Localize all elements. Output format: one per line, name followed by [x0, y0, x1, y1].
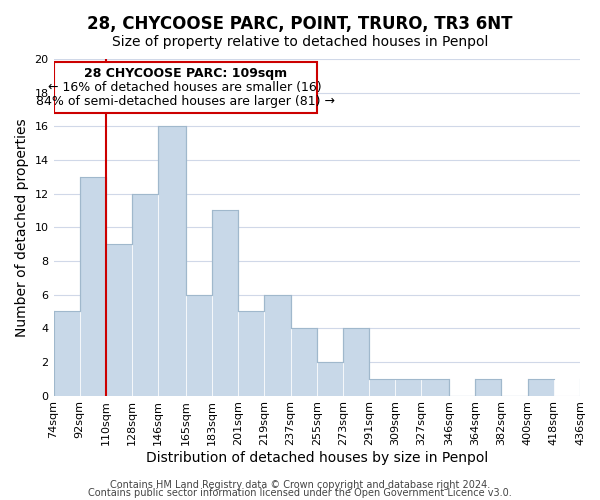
Bar	[343, 328, 369, 396]
Bar	[186, 294, 212, 396]
Bar	[80, 177, 106, 396]
Bar	[395, 379, 421, 396]
Bar	[290, 328, 317, 396]
Text: ← 16% of detached houses are smaller (16): ← 16% of detached houses are smaller (16…	[49, 81, 322, 94]
Bar	[158, 126, 186, 396]
Bar	[475, 379, 502, 396]
Bar	[238, 312, 265, 396]
Text: Size of property relative to detached houses in Penpol: Size of property relative to detached ho…	[112, 35, 488, 49]
Bar	[106, 244, 132, 396]
Text: 28, CHYCOOSE PARC, POINT, TRURO, TR3 6NT: 28, CHYCOOSE PARC, POINT, TRURO, TR3 6NT	[87, 15, 513, 33]
Text: Contains public sector information licensed under the Open Government Licence v3: Contains public sector information licen…	[88, 488, 512, 498]
Bar	[317, 362, 343, 396]
Bar	[421, 379, 449, 396]
Bar	[212, 210, 238, 396]
Bar	[53, 312, 80, 396]
Text: 84% of semi-detached houses are larger (81) →: 84% of semi-detached houses are larger (…	[35, 95, 335, 108]
FancyBboxPatch shape	[53, 62, 317, 113]
X-axis label: Distribution of detached houses by size in Penpol: Distribution of detached houses by size …	[146, 451, 488, 465]
Y-axis label: Number of detached properties: Number of detached properties	[15, 118, 29, 336]
Bar	[369, 379, 395, 396]
Bar	[265, 294, 290, 396]
Bar	[132, 194, 158, 396]
Text: Contains HM Land Registry data © Crown copyright and database right 2024.: Contains HM Land Registry data © Crown c…	[110, 480, 490, 490]
Text: 28 CHYCOOSE PARC: 109sqm: 28 CHYCOOSE PARC: 109sqm	[83, 68, 287, 80]
Bar	[527, 379, 554, 396]
